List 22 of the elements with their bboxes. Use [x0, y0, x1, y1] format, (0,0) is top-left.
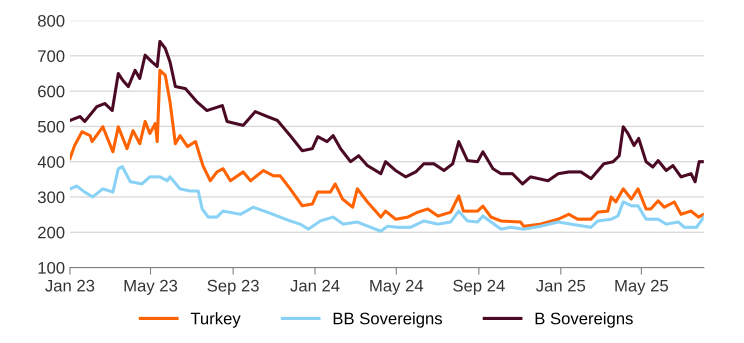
line-series: [70, 40, 704, 186]
x-tick-label: Jan 25: [536, 280, 586, 292]
y-tick-label: 700: [38, 50, 64, 62]
legend-label: BB Sovereigns: [334, 312, 442, 328]
y-tick-label: 500: [38, 120, 64, 133]
x-tick-label: May 24: [370, 280, 424, 295]
legend-label: Turkey: [190, 312, 241, 328]
x-tick-label: Jan 24: [290, 280, 340, 292]
line-series: [70, 68, 704, 228]
legend-label: B Sovereigns: [536, 312, 633, 328]
x-tick-label: Sep 24: [453, 280, 505, 295]
x-tick-label: Sep 23: [207, 280, 259, 295]
y-tick-label: 200: [38, 226, 64, 238]
x-tick-label: Jan 23: [45, 280, 94, 292]
y-tick-label: 800: [38, 14, 64, 27]
y-tick-label: 300: [38, 191, 64, 204]
y-tick-label: 100: [38, 262, 64, 274]
x-tick-label: May 25: [615, 280, 668, 295]
y-tick-label: 600: [38, 86, 64, 98]
x-tick-label: May 23: [124, 280, 178, 295]
y-tick-label: 400: [38, 156, 64, 168]
line-series: [70, 165, 704, 233]
